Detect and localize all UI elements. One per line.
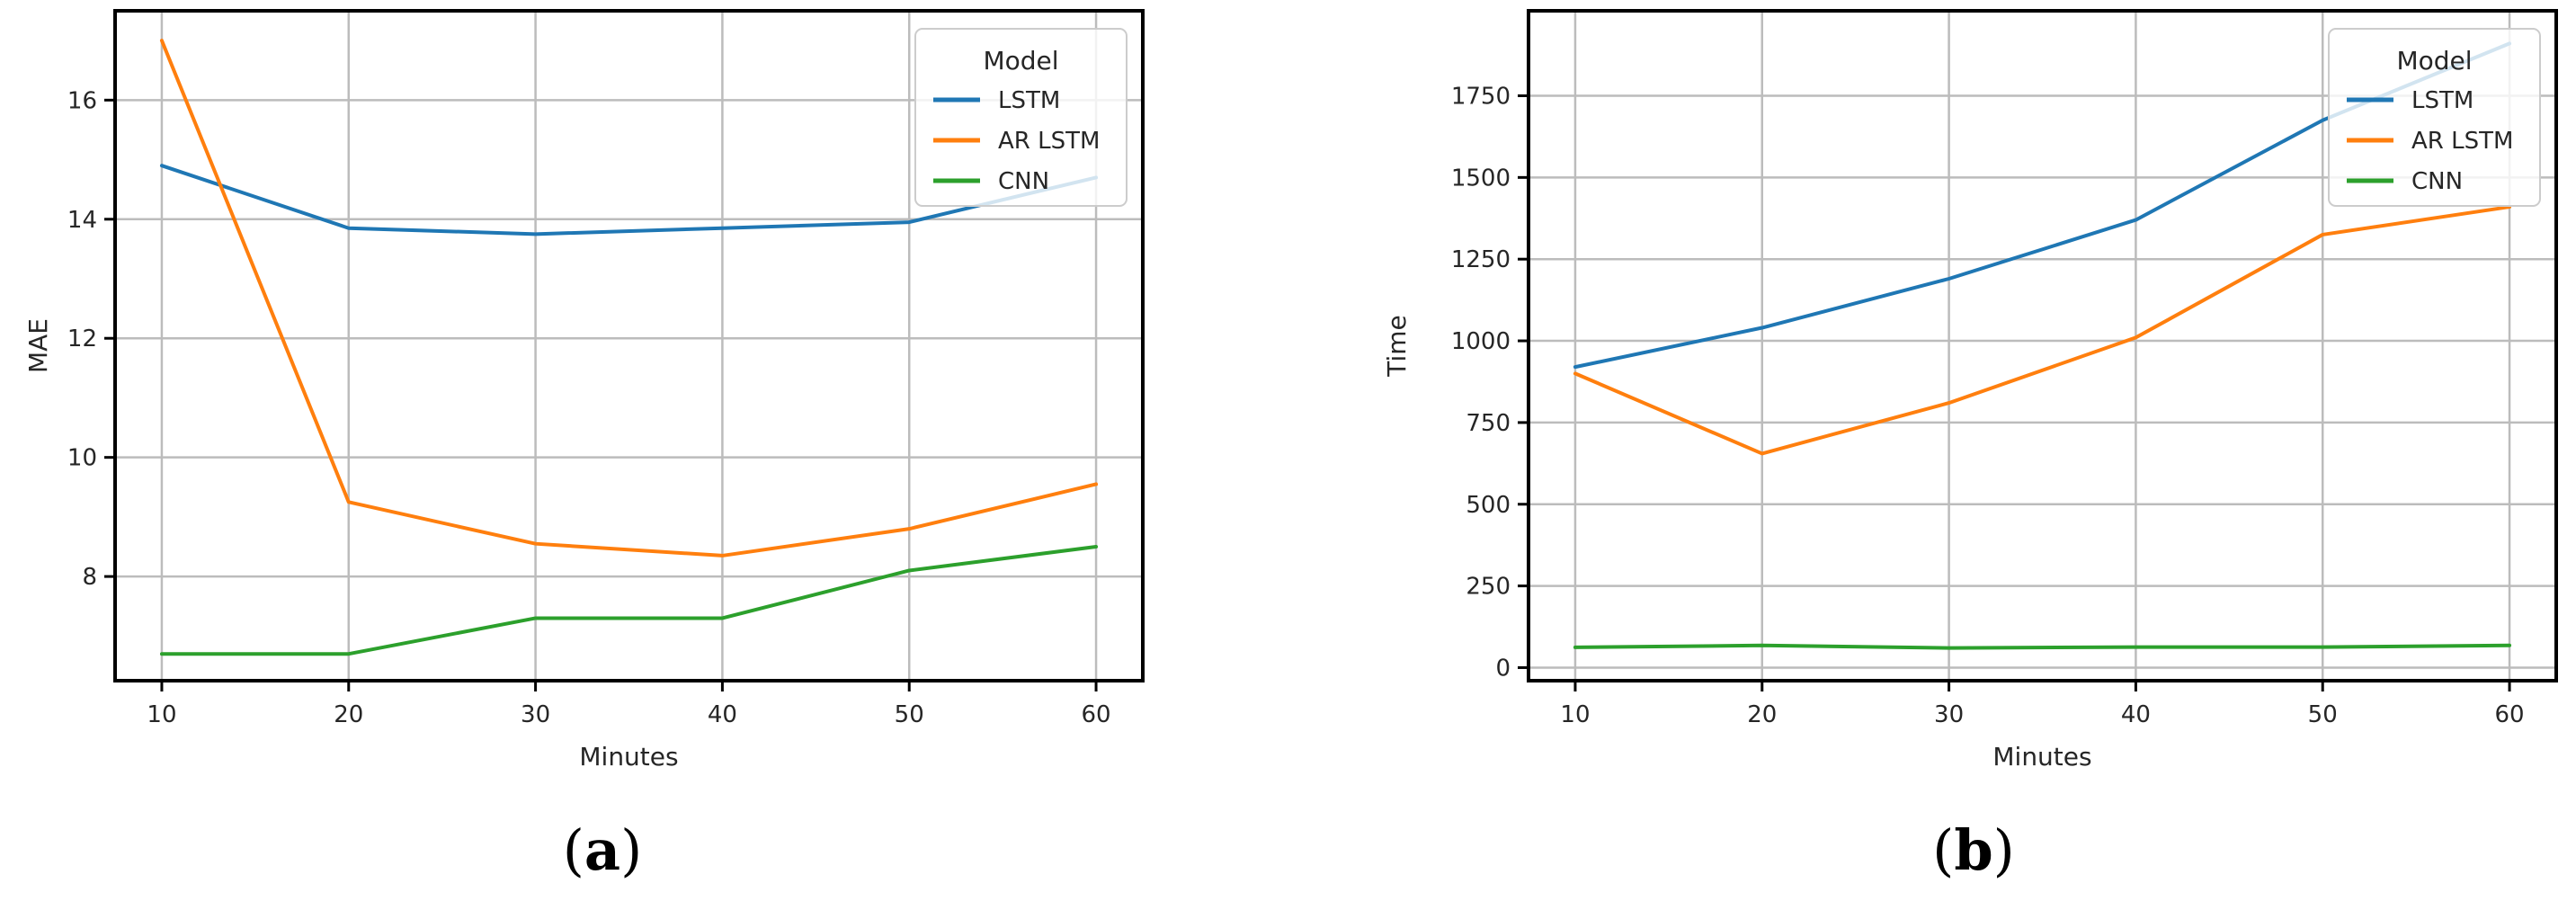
y-tick-label: 250	[1466, 574, 1511, 601]
series-line-ar-lstm	[1573, 205, 2512, 456]
legend-label-ar-lstm: AR LSTM	[2411, 128, 2513, 155]
y-tick-label: 1500	[1451, 165, 1511, 192]
y-axis-label: Time	[1382, 315, 1412, 378]
caption-a: (a)	[0, 806, 1205, 896]
caption-a-letter: a	[584, 817, 621, 883]
series-line-cnn	[159, 545, 1099, 656]
legend-label-cnn: CNN	[2411, 168, 2463, 195]
legend-box	[2328, 28, 2541, 207]
legend-label-ar-lstm: AR LSTM	[998, 128, 1100, 155]
plot-border	[113, 9, 1145, 682]
mae-chart: 10 20 30 40 50 60 8 10 12 14 16 Minutes MAE Model LSTM…	[23, 9, 1145, 772]
x-tick-label: 20	[334, 701, 363, 728]
x-axis-label: Minutes	[579, 742, 678, 772]
x-tick-label: 60	[1081, 701, 1110, 728]
panel-b: 10 20 30 40 50 60 0 250 500 750 1000 1250 1500 1750 Mi…	[1371, 0, 2576, 901]
x-tick-label: 40	[2121, 701, 2151, 728]
x-tick-label: 30	[1934, 701, 1964, 728]
caption-b-open: (	[1932, 817, 1955, 883]
x-tick-label: 50	[2308, 701, 2338, 728]
x-tick-label: 30	[521, 701, 550, 728]
panel-a: 10 20 30 40 50 60 8 10 12 14 16 Minutes MAE Model LSTM…	[0, 0, 1205, 901]
series-line-lstm	[159, 164, 1099, 236]
x-tick-label: 50	[895, 701, 924, 728]
x-tick-label: 40	[708, 701, 737, 728]
y-tick-label: 1000	[1451, 328, 1511, 355]
legend-label-lstm: LSTM	[2411, 87, 2473, 114]
y-tick-label: 0	[1495, 655, 1511, 682]
caption-a-close: )	[620, 817, 643, 883]
y-tick-label: 14	[67, 207, 97, 234]
legend-label-cnn: CNN	[998, 168, 1049, 195]
y-tick-label: 8	[82, 564, 97, 591]
legend-title: Model	[983, 46, 1058, 76]
y-tick-label: 16	[67, 87, 97, 114]
y-tick-label: 500	[1466, 492, 1511, 519]
caption-b-close: )	[1992, 817, 2015, 883]
y-axis-label: MAE	[23, 318, 53, 373]
y-tick-label: 750	[1466, 410, 1511, 437]
caption-b: (b)	[1371, 806, 2576, 896]
y-tick-label: 12	[67, 326, 97, 352]
y-tick-label: 10	[67, 445, 97, 472]
caption-a-open: (	[562, 817, 584, 883]
caption-b-letter: b	[1954, 817, 1993, 883]
legend-box	[914, 28, 1128, 207]
series-line-ar-lstm	[159, 39, 1099, 558]
x-tick-label: 20	[1747, 701, 1777, 728]
x-tick-label: 10	[1560, 701, 1590, 728]
y-tick-label: 1250	[1451, 246, 1511, 273]
y-tick-label: 1750	[1451, 83, 1511, 110]
plot-border	[1527, 9, 2558, 682]
legend-label-lstm: LSTM	[998, 87, 1060, 114]
series-line-cnn	[1573, 643, 2512, 650]
x-tick-label: 60	[2494, 701, 2524, 728]
time-chart: 10 20 30 40 50 60 0 250 500 750 1000 1250 1500 1750 Mi…	[1382, 9, 2558, 772]
legend-title: Model	[2396, 46, 2472, 76]
x-tick-label: 10	[147, 701, 176, 728]
x-axis-label: Minutes	[1992, 742, 2091, 772]
